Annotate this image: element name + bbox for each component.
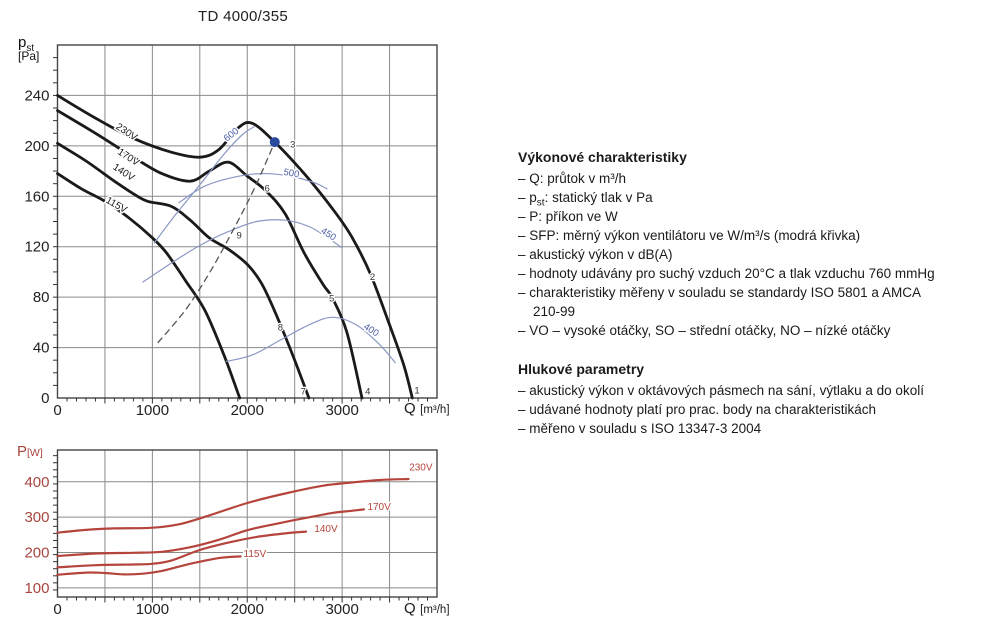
series-140V bbox=[56, 141, 311, 400]
x-tick-label: 3000 bbox=[325, 402, 358, 419]
operating-point-marker bbox=[269, 137, 280, 148]
pressure-axis-label: pst [Pa] bbox=[18, 34, 40, 64]
series-SFP-600 bbox=[153, 126, 255, 244]
curve-label-140V: 140V bbox=[314, 524, 338, 535]
series-system-curve bbox=[157, 141, 276, 344]
y-tick-label: 160 bbox=[24, 188, 49, 205]
point-label-6: 6 bbox=[265, 184, 270, 195]
curve-label-450: 450 bbox=[319, 226, 338, 244]
note-static-pressure: – pst: statický tlak v Pa bbox=[518, 190, 653, 209]
point-label-8: 8 bbox=[278, 322, 283, 333]
y-tick-label: 200 bbox=[24, 138, 49, 155]
y-tick-label: 100 bbox=[24, 580, 49, 597]
note-speeds: – VO – vysoké otáčky, SO – střední otáčk… bbox=[518, 323, 891, 338]
y-tick-label: 120 bbox=[24, 239, 49, 256]
series-SFP-450 bbox=[142, 219, 343, 283]
performance-heading: Výkonové charakteristiky bbox=[518, 149, 687, 165]
note-standards: – charakteristiky měřeny v souladu se st… bbox=[518, 285, 921, 300]
x-tick-label: 0 bbox=[53, 402, 61, 419]
y-tick-label: 200 bbox=[24, 544, 49, 561]
curve-label-115V: 115V bbox=[104, 195, 129, 216]
note-iso: – měřeno v souladu s ISO 13347-3 2004 bbox=[518, 421, 762, 436]
x-tick-label: 0 bbox=[53, 601, 61, 618]
note-flow: – Q: průtok v m³/h bbox=[518, 171, 627, 186]
noise-heading: Hlukové parametry bbox=[518, 361, 645, 377]
series-SFP-400 bbox=[225, 316, 396, 364]
y-tick-label: 240 bbox=[24, 87, 49, 104]
note-acoustic: – akustický výkon v dB(A) bbox=[518, 247, 673, 262]
chart-title: TD 4000/355 bbox=[198, 8, 289, 25]
y-tick-label: 40 bbox=[33, 340, 50, 357]
note-octave: – akustický výkon v oktávových pásmech n… bbox=[518, 383, 924, 398]
x-tick-label: 1000 bbox=[136, 601, 169, 618]
curve-label-400: 400 bbox=[361, 321, 380, 339]
x-tick-label: 2000 bbox=[231, 402, 264, 419]
flow-axis-label-bottom: Q [m³/h] bbox=[404, 600, 450, 617]
note-standards-continuation: 210-99 bbox=[533, 304, 576, 319]
pressure-symbol: p bbox=[18, 34, 27, 51]
performance-notes: Výkonové charakteristiky – Q: průtok v m… bbox=[518, 148, 992, 340]
power-axis-label: P[W] bbox=[17, 443, 43, 460]
note-power: – P: příkon ve W bbox=[518, 209, 618, 224]
charts-svg: 0 1000 2000 300004080120160200240230V170V14… bbox=[24, 44, 438, 618]
series-170V bbox=[56, 109, 364, 400]
series-170V bbox=[56, 508, 365, 558]
note-sfp: – SFP: měrný výkon ventilátoru ve W/m³/s… bbox=[518, 228, 861, 243]
curve-label-230V: 230V bbox=[409, 462, 433, 473]
series-140V bbox=[56, 530, 308, 569]
note-conditions: – hodnoty udávány pro suchý vzduch 20°C … bbox=[518, 266, 935, 281]
x-tick-label: 3000 bbox=[325, 601, 358, 618]
pressure-flow-chart: 0 1000 2000 300004080120160200240230V170V14… bbox=[24, 44, 438, 419]
y-tick-label: 400 bbox=[24, 474, 49, 491]
noise-notes: Hlukové parametry – akustický výkon v ok… bbox=[518, 360, 992, 438]
x-tick-label: 1000 bbox=[136, 402, 169, 419]
series-115V bbox=[56, 172, 242, 400]
point-label-7: 7 bbox=[301, 387, 306, 398]
pressure-unit: [Pa] bbox=[18, 49, 40, 64]
point-label-5: 5 bbox=[329, 293, 334, 304]
curve-label-170V: 170V bbox=[367, 502, 391, 513]
point-label-3: 3 bbox=[290, 140, 295, 151]
note-working-points: – udávané hodnoty platí pro prac. body n… bbox=[518, 402, 876, 417]
x-tick-label: 2000 bbox=[231, 601, 264, 618]
y-tick-label: 300 bbox=[24, 509, 49, 526]
power-flow-chart: 0 1000 2000 3000 100 200 300 400 230V 170V 140V 115… bbox=[24, 449, 438, 618]
notes-panel: Výkonové charakteristiky – Q: průtok v m… bbox=[518, 148, 992, 438]
curve-label-115V: 115V bbox=[244, 549, 267, 560]
point-label-4: 4 bbox=[365, 387, 370, 398]
y-tick-label: 0 bbox=[41, 390, 49, 407]
y-tick-label: 80 bbox=[33, 289, 50, 306]
series-230V bbox=[56, 477, 410, 534]
point-label-9: 9 bbox=[237, 230, 242, 241]
point-label-2: 2 bbox=[370, 272, 375, 283]
flow-axis-label-top: Q [m³/h] bbox=[404, 400, 450, 417]
curve-label-500: 500 bbox=[283, 167, 301, 181]
series-115V bbox=[56, 555, 242, 576]
series-230V bbox=[56, 94, 414, 400]
point-label-1: 1 bbox=[414, 385, 419, 396]
